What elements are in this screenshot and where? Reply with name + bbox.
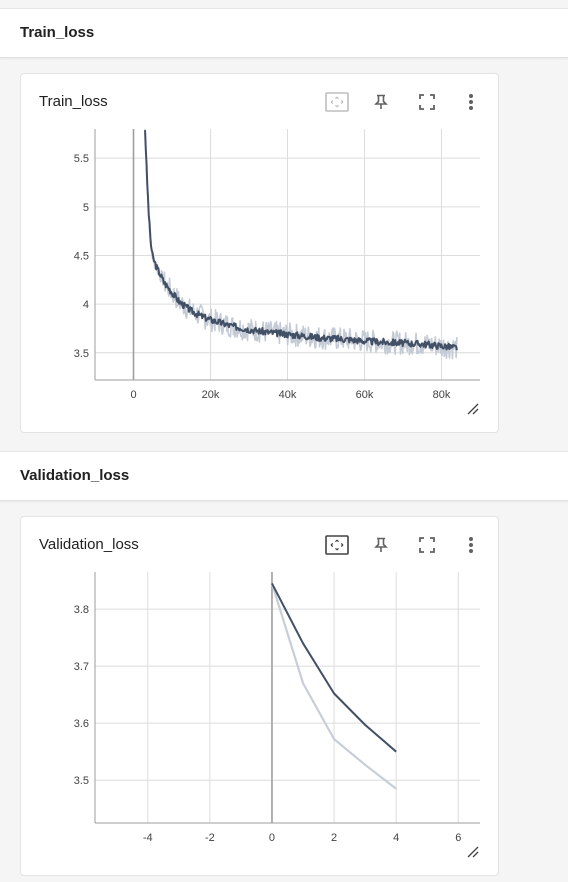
x-tick-label: 80k xyxy=(433,389,451,401)
x-tick-label: 6 xyxy=(455,832,461,844)
x-tick-label: 0 xyxy=(269,832,275,844)
y-tick-label: 5.5 xyxy=(74,153,89,165)
x-tick-label: 40k xyxy=(279,389,297,401)
y-tick-label: 3.6 xyxy=(74,718,89,730)
x-tick-label: -2 xyxy=(205,832,215,844)
train-loss-chart[interactable]: 3.5 4 4.5 5 5.5 0 20k 40k 60k 80k xyxy=(21,74,498,432)
chart-card-train-loss: Train_loss 3.5 4 4.5 5 5.5 0 20k 40k 60k 80k xyxy=(20,73,499,433)
section-header-train-loss[interactable]: Train_loss xyxy=(0,8,568,58)
x-tick-label: 60k xyxy=(356,389,374,401)
resize-handle-icon[interactable] xyxy=(466,402,480,416)
x-tick-label: 20k xyxy=(202,389,220,401)
x-tick-label: 2 xyxy=(331,832,337,844)
y-tick-label: 3.5 xyxy=(74,775,89,787)
y-tick-label: 3.8 xyxy=(74,604,89,616)
x-tick-label: 4 xyxy=(393,832,399,844)
x-tick-label: -4 xyxy=(143,832,153,844)
y-tick-label: 4.5 xyxy=(74,250,89,262)
y-tick-label: 3.5 xyxy=(74,348,89,360)
y-tick-label: 3.7 xyxy=(74,661,89,673)
x-tick-label: 0 xyxy=(130,389,136,401)
section-title: Train_loss xyxy=(20,24,94,41)
section-title: Validation_loss xyxy=(20,467,129,484)
resize-handle-icon[interactable] xyxy=(466,845,480,859)
validation-loss-chart[interactable]: 3.5 3.6 3.7 3.8 -4 -2 0 2 4 6 xyxy=(21,517,498,875)
chart-card-validation-loss: Validation_loss 3.5 3.6 3.7 3.8 -4 -2 0 2 4 6 xyxy=(20,516,499,876)
y-tick-label: 5 xyxy=(83,202,89,214)
y-tick-label: 4 xyxy=(83,299,89,311)
smoothed-series-line xyxy=(145,130,457,350)
raw-series-line xyxy=(145,129,457,358)
section-header-validation-loss[interactable]: Validation_loss xyxy=(0,451,568,501)
